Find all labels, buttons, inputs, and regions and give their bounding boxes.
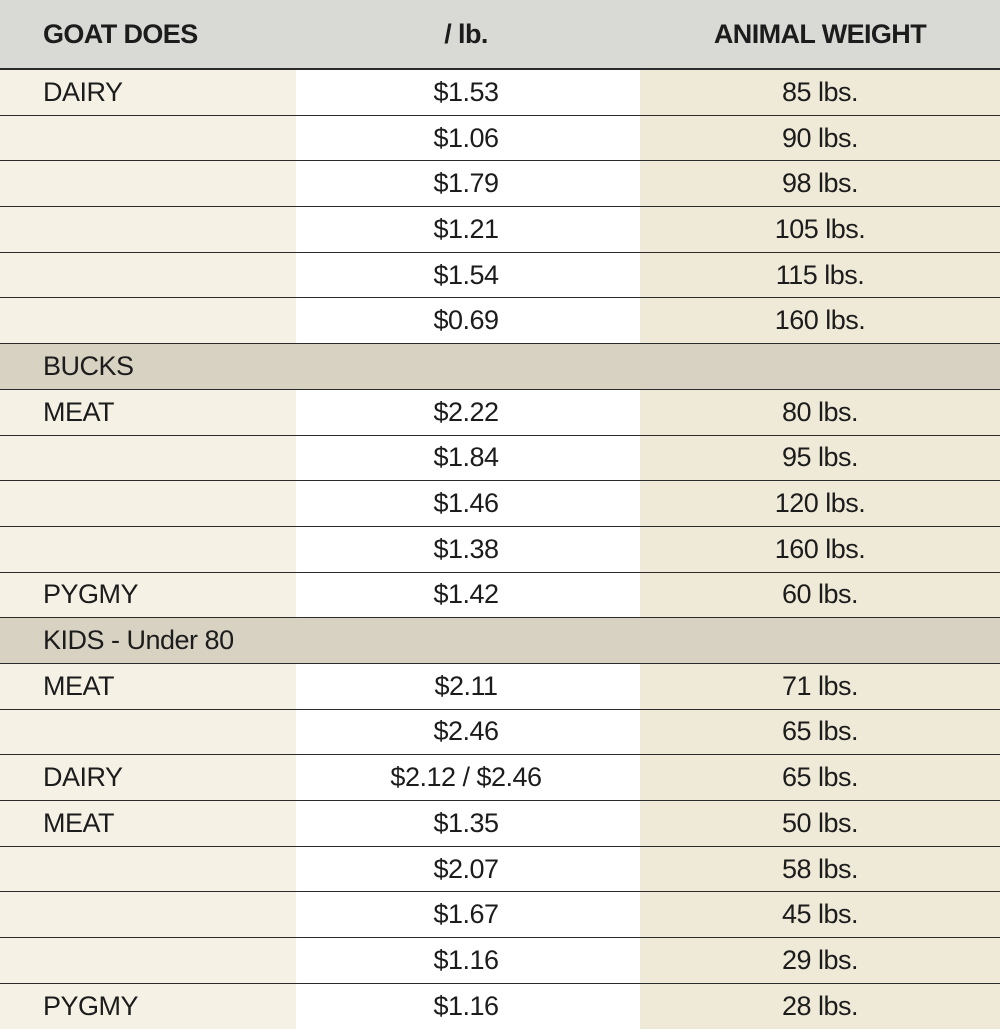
table-row: $0.69 160 lbs.: [0, 298, 1000, 345]
header-animal-weight: ANIMAL WEIGHT: [640, 0, 1000, 68]
table-row: PYGMY $1.42 60 lbs.: [0, 572, 1000, 619]
price-cell: $1.16: [296, 983, 640, 1029]
price-cell: [296, 618, 640, 663]
weight-cell: 65 lbs.: [640, 755, 1000, 800]
table-row: DAIRY $2.12 / $2.46 65 lbs.: [0, 755, 1000, 801]
table-body: DAIRY $1.53 85 lbs. $1.06 90 lbs. $1.79 98 lbs…: [0, 70, 1000, 1029]
weight-cell: 160 lbs.: [640, 298, 1000, 344]
section-row: BUCKS: [0, 344, 1000, 390]
weight-cell: 80 lbs.: [640, 389, 1000, 435]
price-cell: $1.38: [296, 526, 640, 572]
weight-cell: 50 lbs.: [640, 801, 1000, 846]
category-cell: PYGMY: [0, 983, 296, 1029]
table-row: $1.84 95 lbs.: [0, 435, 1000, 482]
weight-cell: [640, 618, 1000, 663]
price-cell: $1.06: [296, 115, 640, 161]
table-row: MEAT $2.22 80 lbs.: [0, 389, 1000, 436]
price-cell: $1.84: [296, 435, 640, 481]
table-row: MEAT $2.11 71 lbs.: [0, 663, 1000, 710]
price-cell: $1.54: [296, 252, 640, 298]
table-row: $1.16 29 lbs.: [0, 938, 1000, 984]
category-cell: [0, 207, 296, 252]
price-cell: $1.67: [296, 892, 640, 938]
price-cell: $1.42: [296, 572, 640, 618]
category-cell: [0, 938, 296, 983]
category-cell: DAIRY: [0, 70, 296, 115]
category-cell: PYGMY: [0, 572, 296, 618]
category-cell: [0, 435, 296, 481]
price-cell: $2.11: [296, 663, 640, 709]
price-cell: $1.79: [296, 161, 640, 207]
category-cell: [0, 161, 296, 207]
table-row: $1.54 115 lbs.: [0, 252, 1000, 299]
table-row: $1.38 160 lbs.: [0, 526, 1000, 573]
category-cell: [0, 298, 296, 344]
weight-cell: 29 lbs.: [640, 938, 1000, 983]
weight-cell: 58 lbs.: [640, 846, 1000, 892]
price-cell: $2.46: [296, 709, 640, 755]
table-header: GOAT DOES / lb. ANIMAL WEIGHT: [0, 0, 1000, 70]
weight-cell: 28 lbs.: [640, 983, 1000, 1029]
table-row: $1.21 105 lbs.: [0, 207, 1000, 253]
weight-cell: 95 lbs.: [640, 435, 1000, 481]
price-cell: [296, 344, 640, 389]
weight-cell: 120 lbs.: [640, 481, 1000, 526]
table-row: $1.67 45 lbs.: [0, 892, 1000, 939]
category-cell: [0, 115, 296, 161]
weight-cell: 160 lbs.: [640, 526, 1000, 572]
category-cell: MEAT: [0, 801, 296, 846]
table-row: DAIRY $1.53 85 lbs.: [0, 70, 1000, 116]
price-cell: $0.69: [296, 298, 640, 344]
table-row: $1.06 90 lbs.: [0, 115, 1000, 162]
category-cell: [0, 846, 296, 892]
weight-cell: 71 lbs.: [640, 663, 1000, 709]
section-row: KIDS - Under 80: [0, 618, 1000, 664]
header-price-per-lb: / lb.: [296, 0, 640, 68]
table-row: $2.07 58 lbs.: [0, 846, 1000, 893]
weight-cell: 65 lbs.: [640, 709, 1000, 755]
category-cell: MEAT: [0, 663, 296, 709]
weight-cell: 115 lbs.: [640, 252, 1000, 298]
weight-cell: 45 lbs.: [640, 892, 1000, 938]
table-row: $1.46 120 lbs.: [0, 481, 1000, 527]
section-label: BUCKS: [0, 344, 296, 389]
price-cell: $2.12 / $2.46: [296, 755, 640, 800]
category-cell: [0, 526, 296, 572]
table-row: PYGMY $1.16 28 lbs.: [0, 983, 1000, 1029]
price-cell: $1.35: [296, 801, 640, 846]
category-cell: MEAT: [0, 389, 296, 435]
table-row: $1.79 98 lbs.: [0, 161, 1000, 208]
weight-cell: 105 lbs.: [640, 207, 1000, 252]
weight-cell: [640, 344, 1000, 389]
weight-cell: 98 lbs.: [640, 161, 1000, 207]
table-row: MEAT $1.35 50 lbs.: [0, 801, 1000, 847]
category-cell: [0, 892, 296, 938]
price-cell: $1.46: [296, 481, 640, 526]
category-cell: [0, 252, 296, 298]
price-cell: $2.22: [296, 389, 640, 435]
category-cell: [0, 709, 296, 755]
price-cell: $1.53: [296, 70, 640, 115]
price-cell: $1.21: [296, 207, 640, 252]
category-cell: [0, 481, 296, 526]
section-label: KIDS - Under 80: [0, 618, 296, 663]
weight-cell: 60 lbs.: [640, 572, 1000, 618]
table-row: $2.46 65 lbs.: [0, 709, 1000, 756]
price-cell: $1.16: [296, 938, 640, 983]
header-category: GOAT DOES: [0, 0, 296, 68]
price-cell: $2.07: [296, 846, 640, 892]
weight-cell: 90 lbs.: [640, 115, 1000, 161]
weight-cell: 85 lbs.: [640, 70, 1000, 115]
category-cell: DAIRY: [0, 755, 296, 800]
